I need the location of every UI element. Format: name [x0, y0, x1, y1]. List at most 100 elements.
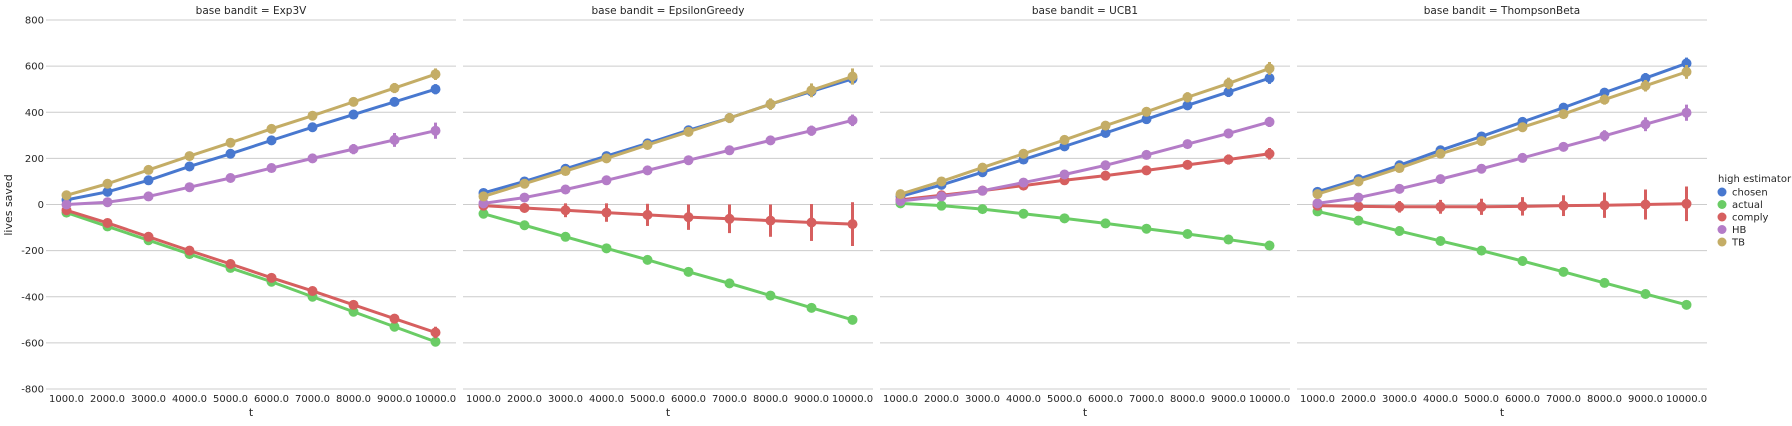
data-point	[601, 207, 612, 218]
x-axis-label: t	[1500, 406, 1505, 419]
facet-panel: base bandit = UCB1 1000.0 2000.0 3000.0 4000…	[880, 5, 1290, 419]
data-point	[1681, 66, 1692, 77]
data-point	[1100, 120, 1111, 131]
legend-marker	[1717, 225, 1727, 234]
data-point	[389, 83, 400, 94]
data-point	[601, 153, 612, 164]
data-point	[266, 123, 277, 134]
data-point	[1599, 87, 1610, 98]
data-point	[1394, 201, 1405, 212]
x-tick-label: 9000.0	[1211, 394, 1246, 405]
data-point	[724, 113, 735, 124]
data-point	[1353, 201, 1364, 212]
data-point	[184, 161, 195, 172]
x-tick-label: 1000.0	[466, 394, 501, 405]
legend-marker	[1717, 212, 1727, 222]
data-point	[683, 126, 694, 137]
panel-title: base bandit = EpsilonGreedy	[592, 5, 745, 17]
x-tick-label: 3000.0	[548, 394, 583, 405]
y-axis-label: lives saved	[2, 174, 15, 235]
data-point	[348, 299, 359, 310]
data-point	[430, 125, 441, 136]
data-point	[765, 99, 776, 110]
data-point	[1558, 141, 1569, 152]
series-comply	[478, 200, 858, 247]
x-tick-label: 6000.0	[1088, 394, 1123, 405]
data-point	[847, 314, 858, 325]
x-tick-label: 6000.0	[1505, 394, 1540, 405]
x-tick-label: 3000.0	[965, 394, 1000, 405]
data-point	[1141, 114, 1152, 125]
data-point	[1223, 86, 1234, 97]
series-actual	[895, 198, 1275, 251]
data-point	[895, 189, 906, 200]
data-point	[430, 336, 441, 347]
data-point	[847, 115, 858, 126]
data-point	[102, 186, 113, 197]
x-tick-label: 5000.0	[1047, 394, 1082, 405]
data-point	[1681, 299, 1692, 310]
data-point	[1517, 201, 1528, 212]
data-point	[1264, 240, 1275, 251]
legend-label: chosen	[1732, 188, 1768, 199]
data-point	[348, 306, 359, 317]
data-point	[601, 243, 612, 254]
data-point	[389, 134, 400, 145]
series-line	[899, 201, 1271, 248]
facet-panel: base bandit = EpsilonGreedy 1000.0 2000.0 3…	[463, 5, 873, 419]
data-point	[1681, 198, 1692, 209]
data-point	[1394, 163, 1405, 174]
data-point	[1223, 154, 1234, 165]
data-point	[1435, 235, 1446, 246]
data-point	[1182, 229, 1193, 240]
data-point	[1681, 58, 1692, 69]
x-tick-label: 8000.0	[1587, 394, 1622, 405]
data-point	[143, 231, 154, 242]
series-line	[482, 212, 854, 322]
data-point	[266, 272, 277, 283]
data-point	[1558, 200, 1569, 211]
series-comply	[61, 205, 441, 339]
data-point	[478, 198, 489, 209]
data-point	[560, 205, 571, 216]
x-tick-label: 10000.0	[415, 394, 456, 405]
data-point	[1476, 201, 1487, 212]
data-point	[1353, 192, 1364, 203]
data-point	[765, 290, 776, 301]
x-tick-label: 9000.0	[377, 394, 412, 405]
y-tick-label: 200	[25, 154, 44, 165]
data-point	[1141, 149, 1152, 160]
series-actual	[1312, 206, 1692, 310]
series-line	[482, 75, 854, 198]
data-point	[61, 199, 72, 210]
data-point	[847, 219, 858, 230]
data-point	[1264, 148, 1275, 159]
facet-panels: base bandit = Exp3V -800 -600 -400 -200 0 200 4…	[21, 5, 1707, 419]
data-point	[1059, 134, 1070, 145]
data-point	[389, 313, 400, 324]
data-point	[1182, 159, 1193, 170]
series-line	[65, 72, 437, 197]
data-point	[266, 135, 277, 146]
data-point	[519, 192, 530, 203]
data-point	[1476, 136, 1487, 147]
series-line	[899, 66, 1271, 196]
data-point	[683, 155, 694, 166]
legend-label: actual	[1732, 200, 1763, 211]
series-tb	[1312, 64, 1692, 200]
data-point	[1018, 148, 1029, 159]
data-point	[143, 164, 154, 175]
x-tick-label: 5000.0	[213, 394, 248, 405]
data-point	[1223, 128, 1234, 139]
data-point	[936, 176, 947, 187]
series-line	[65, 87, 437, 202]
data-point	[1640, 199, 1651, 210]
x-tick-label: 5000.0	[630, 394, 665, 405]
data-point	[1182, 92, 1193, 103]
x-tick-label: 1000.0	[49, 394, 84, 405]
x-tick-label: 2000.0	[90, 394, 125, 405]
x-axis-label: t	[249, 406, 254, 419]
series-line	[1316, 111, 1688, 205]
legend-label: TB	[1731, 238, 1745, 249]
